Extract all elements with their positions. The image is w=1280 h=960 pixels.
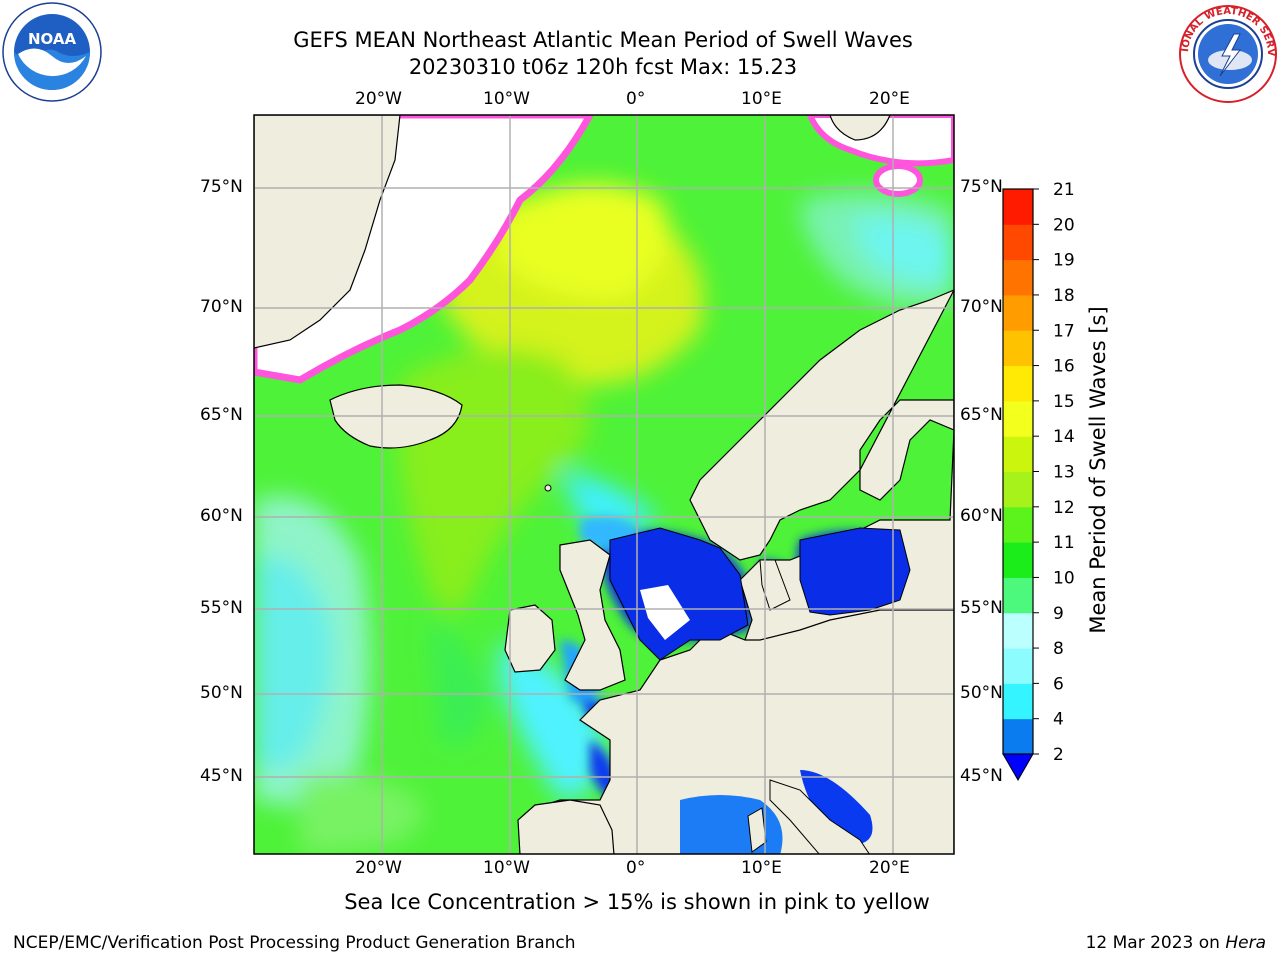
svg-text:NOAA: NOAA xyxy=(28,30,77,48)
lat-label-left: 70°N xyxy=(200,297,243,317)
graticule xyxy=(254,115,954,854)
swell-period-field xyxy=(254,115,954,854)
map-frame xyxy=(253,114,955,855)
colorbar-tick-label: 8 xyxy=(1053,639,1064,659)
lat-label-left: 55°N xyxy=(200,598,243,618)
colorbar-tick-label: 4 xyxy=(1053,710,1064,730)
colorbar-under-arrow xyxy=(1002,753,1034,782)
colorbar-swatch xyxy=(1003,436,1033,472)
lat-label-right: 55°N xyxy=(960,598,1003,618)
colorbar-swatch xyxy=(1003,683,1033,720)
colorbar-tick-label: 15 xyxy=(1053,392,1075,412)
colorbar-swatch xyxy=(1003,718,1033,755)
nws-logo: NATIONAL WEATHER SERVICE xyxy=(1178,4,1277,103)
lat-label-left: 45°N xyxy=(200,766,243,786)
colorbar-swatch xyxy=(1003,365,1033,402)
lat-label-right: 50°N xyxy=(960,683,1003,703)
footer-date-text: 12 Mar 2023 on xyxy=(1085,933,1226,953)
lon-label-top: 20°W xyxy=(355,89,402,109)
lat-label-right: 60°N xyxy=(960,506,1003,526)
colorbar-tick-label: 17 xyxy=(1053,321,1075,341)
colorbar-label: Mean Period of Swell Waves [s] xyxy=(1086,306,1110,634)
footer-branch: NCEP/EMC/Verification Post Processing Pr… xyxy=(13,933,576,953)
footer-host: Hera xyxy=(1225,933,1266,953)
colorbar-swatch xyxy=(1003,259,1033,296)
colorbar-swatch xyxy=(1003,294,1033,331)
lat-label-left: 75°N xyxy=(200,177,243,197)
colorbar-tick-label: 9 xyxy=(1053,604,1064,624)
lat-label-right: 75°N xyxy=(960,177,1003,197)
colorbar-tick-label: 20 xyxy=(1053,215,1075,235)
colorbar-tick-label: 19 xyxy=(1053,251,1075,271)
lat-label-right: 70°N xyxy=(960,297,1003,317)
colorbar-swatch xyxy=(1003,224,1033,261)
map-title: GEFS MEAN Northeast Atlantic Mean Period… xyxy=(293,28,913,52)
lat-label-left: 60°N xyxy=(200,506,243,526)
colorbar-tick-label: 12 xyxy=(1053,498,1075,518)
lon-label-top: 20°E xyxy=(869,89,910,109)
colorbar-swatch xyxy=(1003,612,1033,649)
colorbar-tick-label: 14 xyxy=(1053,427,1075,447)
colorbar-swatch xyxy=(1003,577,1033,614)
lon-label-bottom: 20°E xyxy=(869,858,910,878)
lon-label-bottom: 10°W xyxy=(483,858,530,878)
noaa-logo: NOAA xyxy=(2,2,102,102)
lon-label-bottom: 0° xyxy=(626,858,646,878)
colorbar-swatch xyxy=(1003,542,1033,578)
colorbar-swatch xyxy=(1003,471,1033,508)
colorbar-swatch xyxy=(1003,400,1033,437)
lon-label-top: 10°W xyxy=(483,89,530,109)
lon-label-top: 10°E xyxy=(741,89,782,109)
colorbar-tick-label: 6 xyxy=(1053,674,1064,694)
colorbar-tick-label: 18 xyxy=(1053,286,1075,306)
sea-ice-note: Sea Ice Concentration > 15% is shown in … xyxy=(344,890,930,914)
colorbar-tick-label: 2 xyxy=(1053,745,1064,765)
lat-label-left: 50°N xyxy=(200,683,243,703)
lat-label-right: 45°N xyxy=(960,766,1003,786)
lon-label-top: 0° xyxy=(626,89,646,109)
colorbar-swatch xyxy=(1003,648,1033,684)
colorbar-tick-label: 13 xyxy=(1053,463,1075,483)
footer-date: 12 Mar 2023 on Hera xyxy=(1086,933,1266,953)
colorbar-tick-label: 21 xyxy=(1053,180,1075,200)
colorbar-swatch xyxy=(1003,189,1033,225)
lon-label-bottom: 20°W xyxy=(355,858,402,878)
forecast-info: 20230310 t06z 120h fcst Max: 15.23 xyxy=(408,55,798,79)
colorbar-tick-label: 10 xyxy=(1053,568,1075,588)
colorbar-swatch xyxy=(1003,506,1033,543)
lat-label-left: 65°N xyxy=(200,405,243,425)
lat-label-right: 65°N xyxy=(960,405,1003,425)
lon-label-bottom: 10°E xyxy=(741,858,782,878)
colorbar-swatch xyxy=(1003,330,1033,367)
colorbar-tick-label: 11 xyxy=(1053,533,1075,553)
colorbar: 2 4 6 8 9 10 11 12 13 14 15 16 17 18 19 20 21 xyxy=(1002,180,1075,782)
colorbar-tick-label: 16 xyxy=(1053,357,1075,377)
